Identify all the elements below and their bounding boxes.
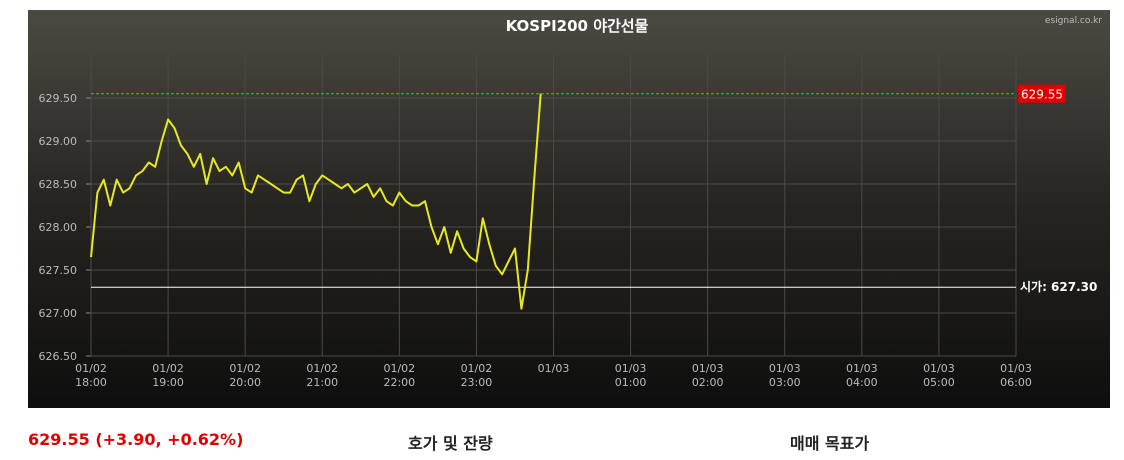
x-tick-label-line: 01/02 xyxy=(75,362,107,375)
x-tick-label-line: 19:00 xyxy=(152,376,184,389)
x-tick-label: 01/03 05:00 xyxy=(923,362,955,389)
x-tick-label: 01/02 23:00 xyxy=(461,362,493,389)
x-tick-label: 01/03 xyxy=(538,362,570,375)
x-tick-label-line: 22:00 xyxy=(383,376,415,389)
current-label: 629.55 xyxy=(1021,88,1063,102)
quote: 629.55 (+3.90, +0.62%) xyxy=(28,430,244,449)
x-tick-label-line: 01/02 xyxy=(229,362,261,375)
chart-title: KOSPI200 야간선물 xyxy=(506,17,649,35)
x-tick-label-line: 02:00 xyxy=(692,376,724,389)
x-tick-label-line: 01/03 xyxy=(846,362,878,375)
chart: KOSPI200 야간선물 esignal.co.kr 626.50 627.00… xyxy=(28,10,1110,408)
x-tick-label-line: 01/02 xyxy=(306,362,338,375)
x-tick-label: 01/03 02:00 xyxy=(692,362,724,389)
x-tick-label-line: 01/03 xyxy=(692,362,724,375)
x-tick-label-line: 01/03 xyxy=(769,362,801,375)
x-tick-label: 01/02 19:00 xyxy=(152,362,184,389)
x-tick-label: 01/02 18:00 xyxy=(75,362,107,389)
source: esignal.co.kr xyxy=(1045,16,1102,26)
x-tick-label-line: 01:00 xyxy=(615,376,647,389)
x-tick-label-line: 23:00 xyxy=(461,376,493,389)
y-tick-label: 629.00 xyxy=(39,135,78,148)
y-tick-label: 627.00 xyxy=(39,307,78,320)
x-tick-label: 01/03 01:00 xyxy=(615,362,647,389)
orderbook-heading: 호가 및 잔량 xyxy=(408,434,493,453)
x-tick-label-line: 18:00 xyxy=(75,376,107,389)
y-tick-label: 627.50 xyxy=(39,264,78,277)
x-tick-label-line: 05:00 xyxy=(923,376,955,389)
y-tick-label: 626.50 xyxy=(39,350,78,363)
y-tick-label: 629.50 xyxy=(39,92,78,105)
current-label-bg xyxy=(1018,84,1066,103)
x-tick-label-line: 06:00 xyxy=(1000,376,1032,389)
x-tick-label-line: 01/03 xyxy=(923,362,955,375)
x-tick-label-line: 01/02 xyxy=(461,362,493,375)
price-line xyxy=(90,93,542,310)
x-tick-label: 01/03 04:00 xyxy=(846,362,878,389)
x-tick-label: 01/03 06:00 xyxy=(1000,362,1032,389)
y-tick-label: 628.00 xyxy=(39,221,78,234)
x-tick-label-line: 01/03 xyxy=(538,362,570,375)
x-tick-label-line: 20:00 xyxy=(229,376,261,389)
x-tick-label-line: 04:00 xyxy=(846,376,878,389)
x-tick-label-line: 03:00 xyxy=(769,376,801,389)
x-tick-label: 01/03 03:00 xyxy=(769,362,801,389)
x-tick-label: 01/02 21:00 xyxy=(306,362,338,389)
x-tick-label-line: 01/03 xyxy=(615,362,647,375)
x-tick-label: 01/02 20:00 xyxy=(229,362,261,389)
x-tick-label: 01/02 22:00 xyxy=(383,362,415,389)
y-tick-label: 628.50 xyxy=(39,178,78,191)
x-tick-label-line: 21:00 xyxy=(306,376,338,389)
open-label: 시가: 627.30 xyxy=(1020,279,1097,294)
chart-background xyxy=(28,10,1110,408)
target-heading: 매매 목표가 xyxy=(790,434,870,453)
x-tick-label-line: 01/03 xyxy=(1000,362,1032,375)
x-tick-label-line: 01/02 xyxy=(152,362,184,375)
x-tick-label-line: 01/02 xyxy=(383,362,415,375)
